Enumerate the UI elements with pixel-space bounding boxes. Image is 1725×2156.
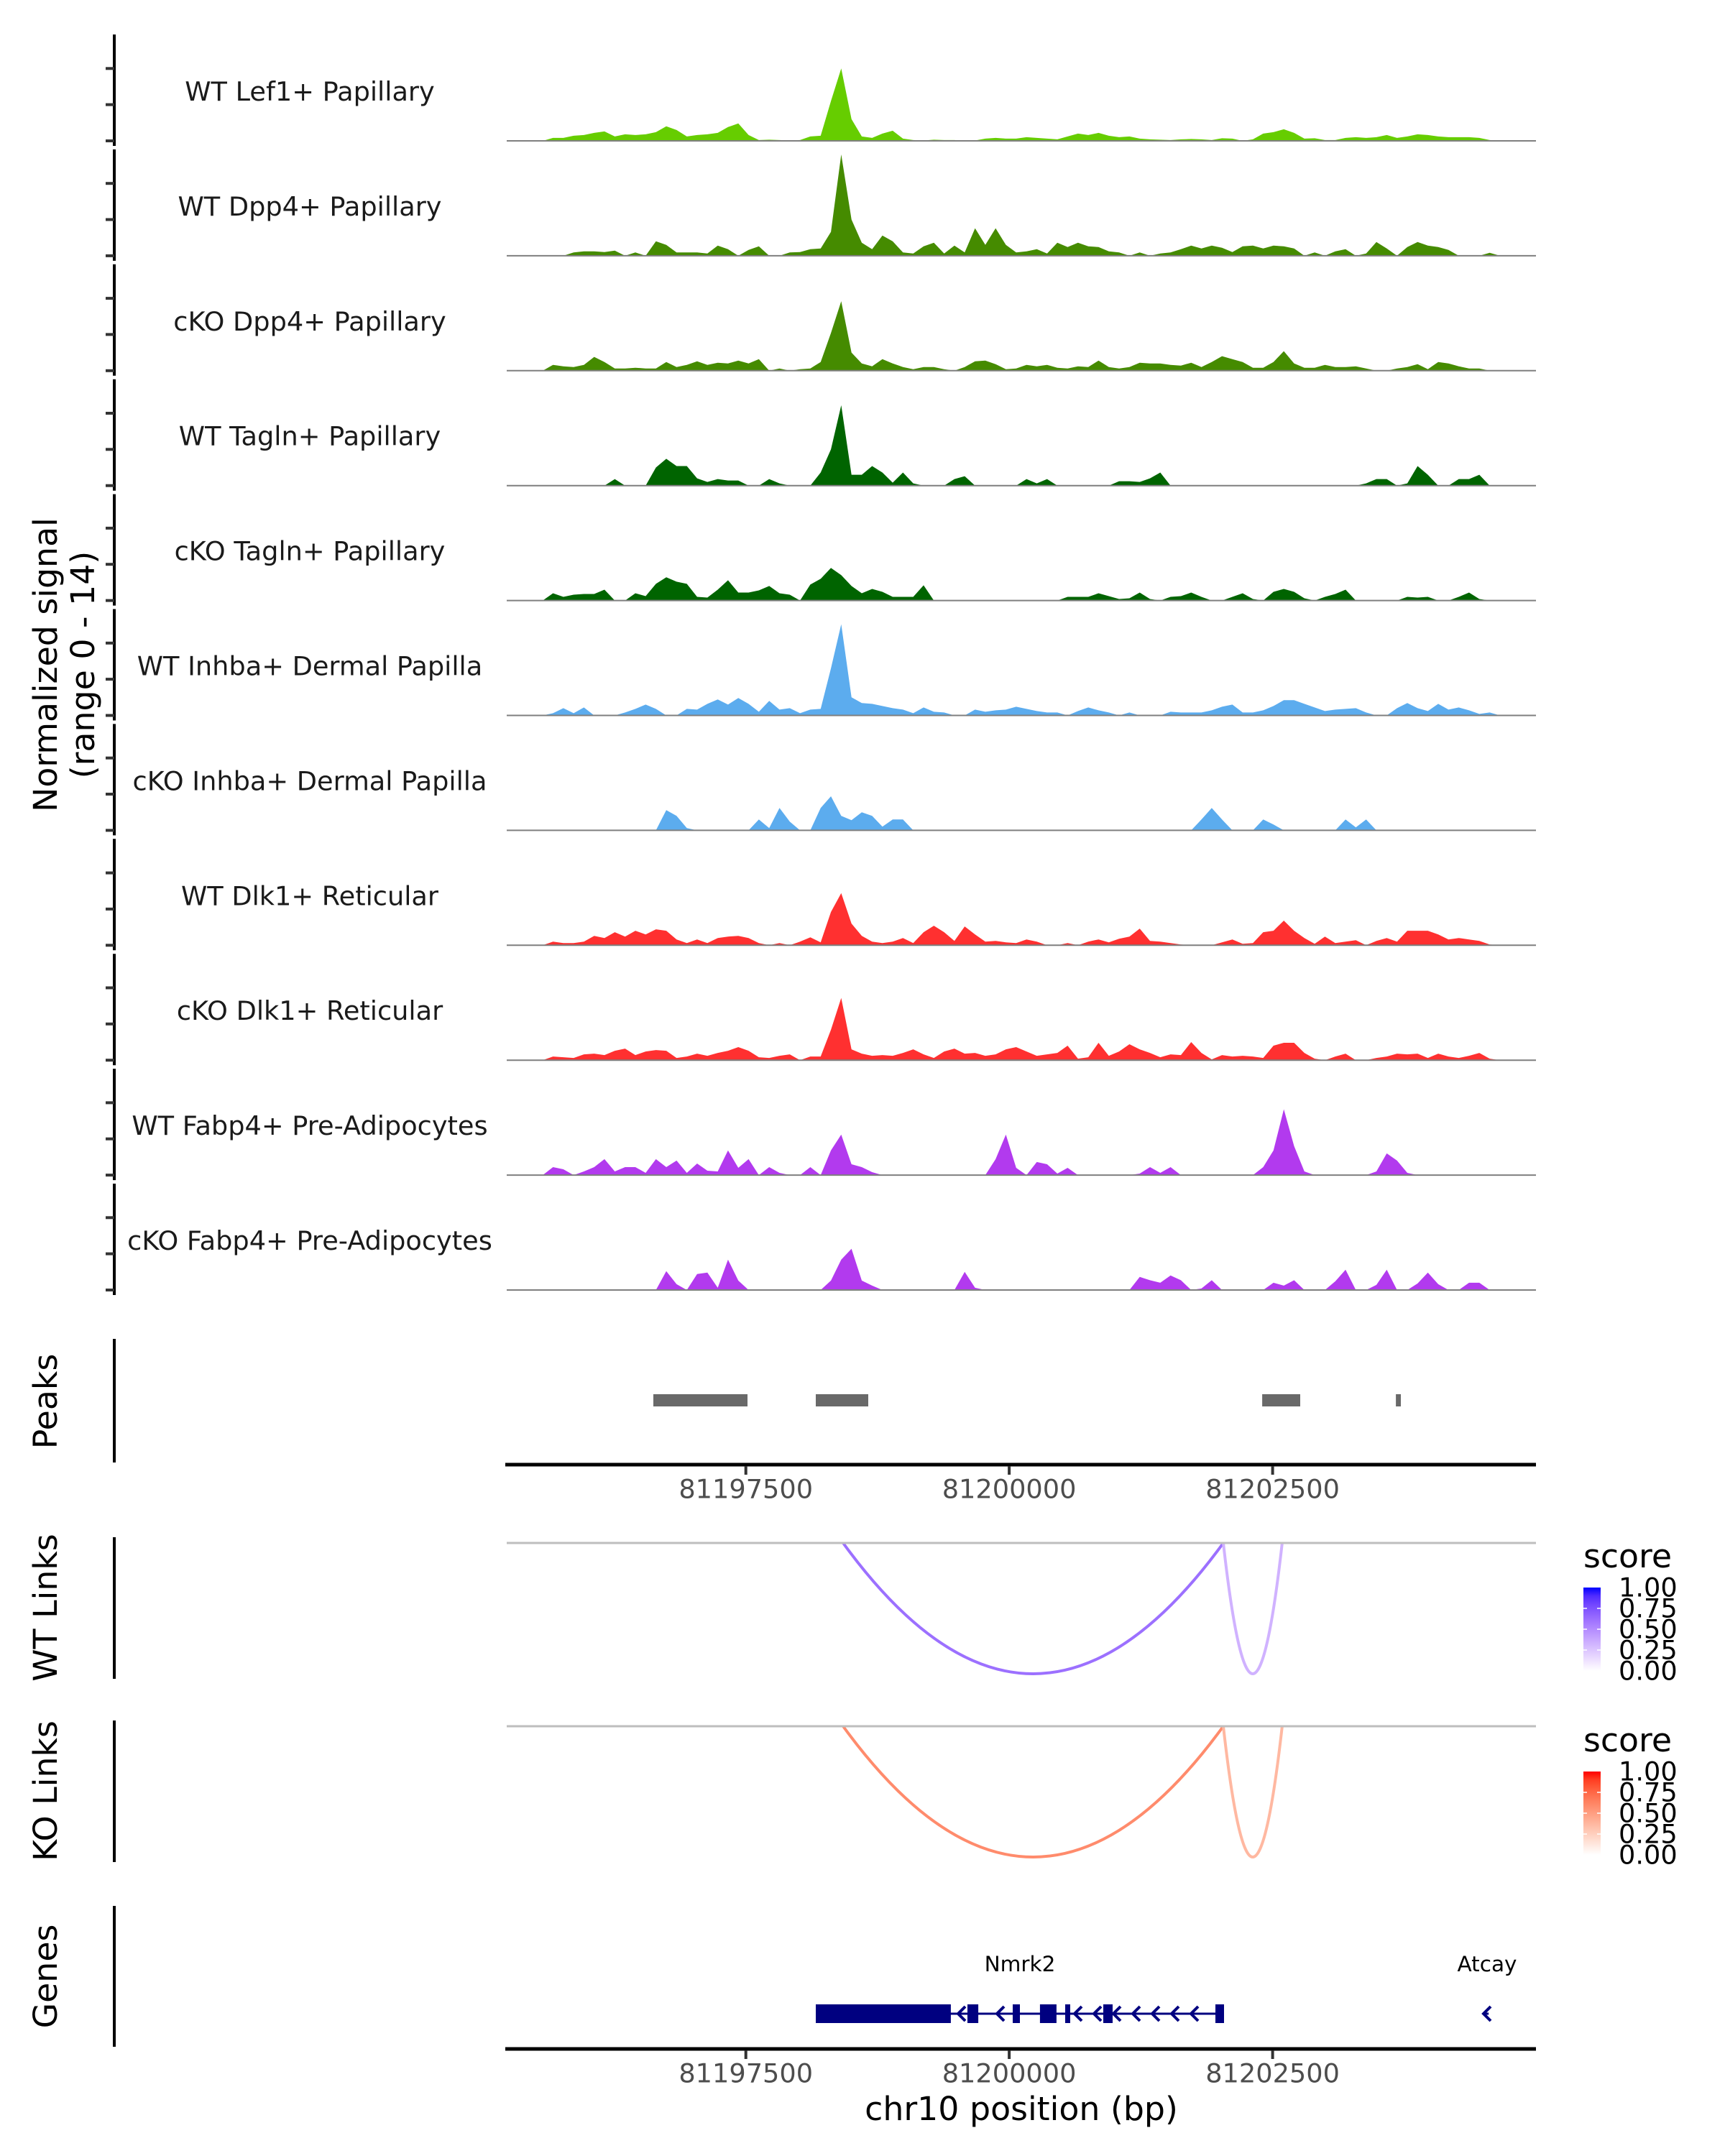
x-tick-label: 81197500 (678, 1474, 813, 1505)
link-arc (842, 1725, 1225, 1858)
coverage-y-axis-title: Normalized signal (range 0 - 14) (26, 517, 102, 812)
x-tick-label: 81200000 (942, 2058, 1077, 2089)
link-arc (1222, 1726, 1284, 1858)
track-label: cKO Tagln+ Papillary (175, 536, 446, 567)
coverage-area-wt-dlk1-reticular (507, 893, 1536, 946)
coverage-track-cko-dpp4-papillary: cKO Dpp4+ Papillary (106, 264, 1536, 376)
legend-title: score (1583, 1537, 1672, 1575)
peak-region (653, 1394, 748, 1406)
track-label: WT Lef1+ Papillary (185, 76, 434, 107)
gene-nmrk2: Nmrk2 (816, 1952, 1224, 2023)
genes-track: Genes Nmrk2 Atcay (26, 1906, 1517, 2047)
legend-label: 0.75 (1619, 1593, 1678, 1624)
coverage-track-wt-fabp4-pre-adipocytes: WT Fabp4+ Pre-Adipocytes (106, 1069, 1536, 1181)
strand-arrow-icon (1111, 2005, 1122, 2022)
coverage-track-wt-tagln-papillary: WT Tagln+ Papillary (106, 379, 1536, 491)
legend-label: 0.50 (1619, 1798, 1678, 1829)
coverage-track-wt-lef1-papillary: WT Lef1+ Papillary (106, 34, 1536, 146)
x-tick-label: 81197500 (678, 2058, 813, 2089)
coverage-area-wt-tagln-papillary (507, 405, 1536, 486)
y-axis-title-line2: (range 0 - 14) (63, 551, 102, 779)
strand-arrow-icon (1481, 2005, 1492, 2022)
gene-exon (1013, 2004, 1020, 2023)
link-arc (842, 1542, 1225, 1675)
strand-arrow-icon (956, 2005, 967, 2022)
strand-arrow-icon (995, 2005, 1006, 2022)
track-label: WT Fabp4+ Pre-Adipocytes (132, 1110, 487, 1141)
x-axis-peaks: 81197500 81200000 81202500 (505, 1462, 1536, 1505)
peak-region (816, 1394, 868, 1406)
gene-exon (967, 2004, 979, 2023)
legend-label: 1.00 (1619, 1572, 1678, 1603)
links-tracks: WT Links KO Links score1.000.750.500.250… (26, 1534, 1678, 1870)
ko-links-track-title: KO Links (26, 1720, 65, 1861)
coverage-area-wt-fabp4-pre-adipocytes (507, 1109, 1536, 1176)
track-label: cKO Dlk1+ Reticular (177, 995, 443, 1026)
peaks-track: Peaks (26, 1339, 1401, 1462)
x-tick-label: 81200000 (942, 1474, 1077, 1505)
gene-label: Atcay (1458, 1952, 1517, 1976)
track-label: cKO Dpp4+ Papillary (173, 306, 446, 337)
strand-arrow-icon (1092, 2005, 1103, 2022)
y-axis-title-line1: Normalized signal (26, 517, 65, 812)
strand-arrow-icon (1131, 2005, 1141, 2022)
coverage-track-wt-inhba-dermal-papilla: WT Inhba+ Dermal Papilla (106, 609, 1536, 721)
peak-region (1396, 1394, 1401, 1406)
coverage-track-cko-inhba-dermal-papilla: cKO Inhba+ Dermal Papilla (106, 724, 1536, 836)
legend-label: 0.50 (1619, 1614, 1678, 1645)
track-label: WT Tagln+ Papillary (179, 421, 441, 452)
wt-links-track-title: WT Links (26, 1534, 65, 1681)
gene-exon (1103, 2004, 1113, 2023)
coverage-tracks: WT Lef1+ Papillary WT Dpp4+ Papillary cKO … (106, 34, 1536, 1295)
track-label: cKO Inhba+ Dermal Papilla (133, 765, 487, 796)
legend-label: 0.00 (1619, 1840, 1678, 1871)
coverage-area-cko-fabp4-pre-adipocytes (507, 1248, 1536, 1290)
legend-title: score (1583, 1720, 1672, 1759)
x-tick-label: 81202500 (1205, 1474, 1340, 1505)
coverage-track-cko-fabp4-pre-adipocytes: cKO Fabp4+ Pre-Adipocytes (106, 1184, 1536, 1295)
peaks-track-title: Peaks (26, 1354, 65, 1450)
track-label: cKO Fabp4+ Pre-Adipocytes (127, 1225, 492, 1256)
gene-exon (1215, 2004, 1224, 2023)
track-label: WT Inhba+ Dermal Papilla (137, 651, 482, 682)
gene-exon (1039, 2004, 1057, 2023)
legend-label: 0.25 (1619, 1819, 1678, 1850)
gene-exon (1065, 2004, 1070, 2023)
link-arc (1222, 1542, 1284, 1675)
coverage-area-wt-lef1-papillary (507, 68, 1536, 141)
x-tick-label: 81202500 (1205, 2058, 1340, 2089)
genes-track-title: Genes (26, 1925, 65, 2029)
track-label: WT Dpp4+ Papillary (178, 191, 441, 222)
gene-label: Nmrk2 (985, 1952, 1056, 1976)
coverage-area-cko-inhba-dermal-papilla (507, 796, 1536, 831)
gene-atcay: Atcay (1458, 1952, 1517, 2022)
coverage-track-cko-dlk1-reticular: cKO Dlk1+ Reticular (106, 954, 1536, 1066)
coverage-track-cko-tagln-papillary: cKO Tagln+ Papillary (106, 494, 1536, 606)
peak-region (1262, 1394, 1300, 1406)
coverage-area-wt-dpp4-papillary (507, 154, 1536, 256)
coverage-track-wt-dpp4-papillary: WT Dpp4+ Papillary (106, 149, 1536, 261)
legend-label: 0.75 (1619, 1777, 1678, 1808)
strand-arrow-icon (1189, 2005, 1200, 2022)
strand-arrow-icon (1072, 2005, 1083, 2022)
strand-arrow-icon (1150, 2005, 1161, 2022)
x-axis-title: chr10 position (bp) (865, 2089, 1178, 2128)
coverage-area-cko-dlk1-reticular (507, 998, 1536, 1061)
x-axis-genes: 81197500 81200000 81202500 (505, 2047, 1536, 2089)
coverage-area-cko-dpp4-papillary (507, 301, 1536, 371)
legend-label: 1.00 (1619, 1756, 1678, 1787)
coverage-area-cko-tagln-papillary (507, 568, 1536, 601)
legend-label: 0.25 (1619, 1635, 1678, 1666)
coverage-area-wt-inhba-dermal-papilla (507, 624, 1536, 716)
coverage-track-wt-dlk1-reticular: WT Dlk1+ Reticular (106, 839, 1536, 951)
legend-label: 0.00 (1619, 1656, 1678, 1687)
strand-arrow-icon (1169, 2005, 1180, 2022)
gene-exon (816, 2004, 951, 2023)
track-label: WT Dlk1+ Reticular (181, 880, 439, 911)
